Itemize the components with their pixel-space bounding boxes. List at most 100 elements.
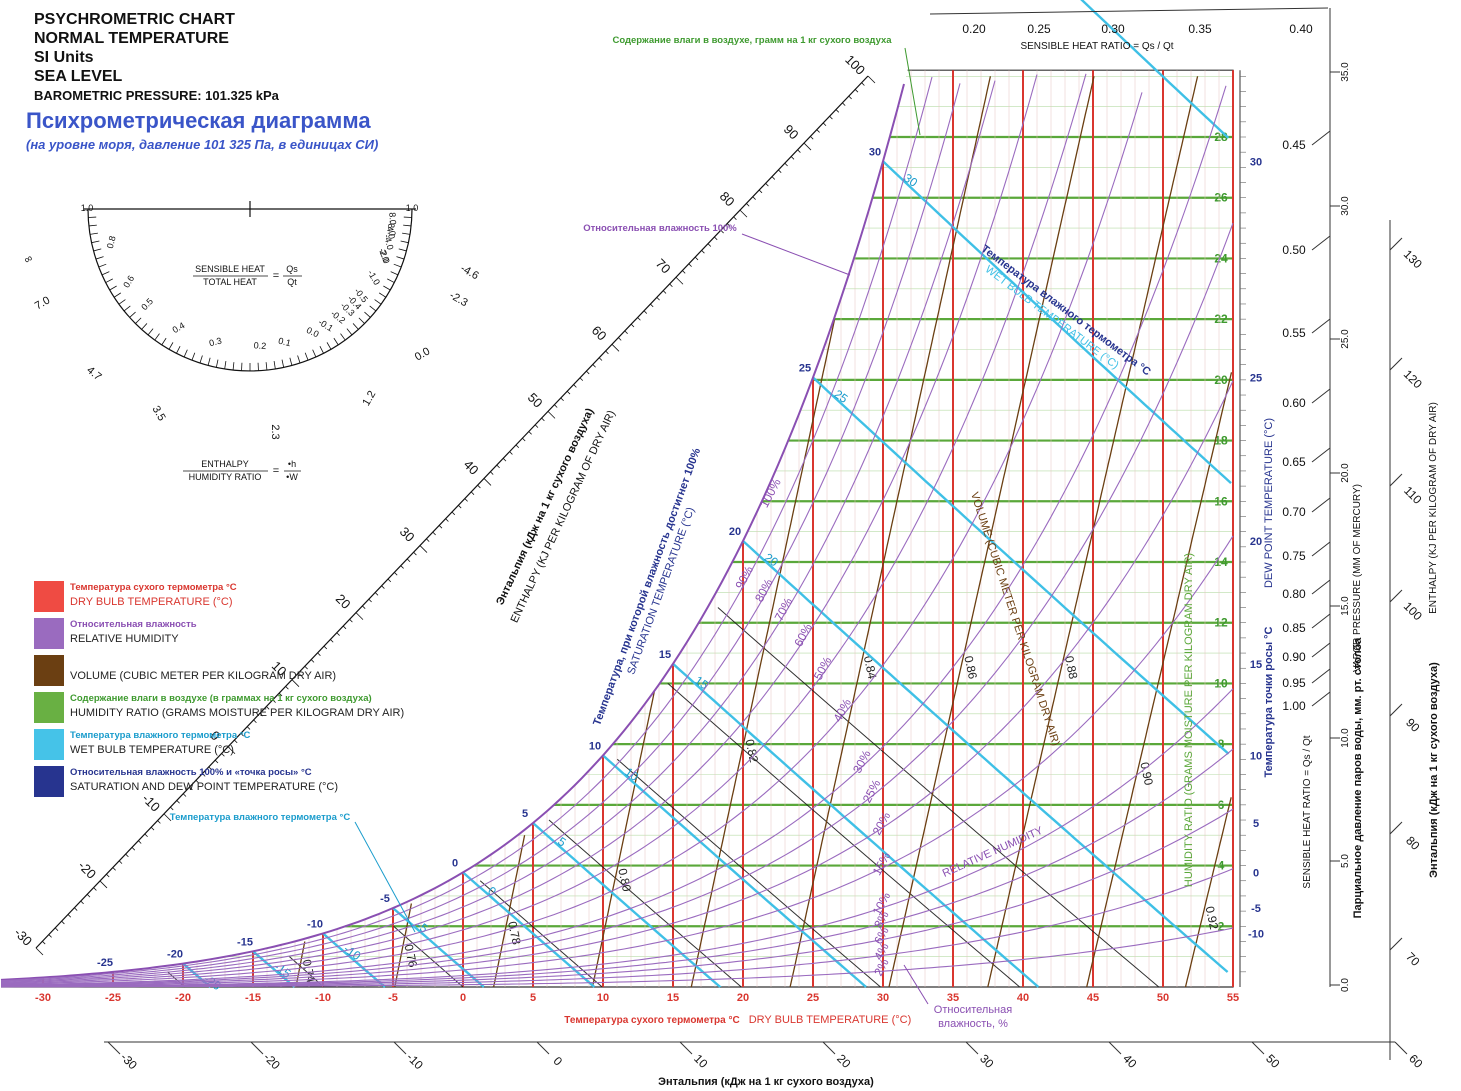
protractor-tick — [387, 278, 395, 283]
enthalpy-scale-tick — [99, 880, 108, 889]
dew-point-label: -5 — [1251, 903, 1261, 915]
enthalpy-scale-tick — [342, 625, 347, 630]
shr-top-label: 0.40 — [1289, 22, 1313, 36]
enthalpy-scale-tick — [758, 189, 763, 194]
protractor-tick — [168, 342, 174, 350]
protractor-tick — [346, 328, 353, 336]
wet-bulb-line — [1080, 0, 1230, 139]
shr-formula-text: TOTAL HEAT — [203, 277, 257, 287]
enthalpy-scale-tick — [797, 149, 801, 153]
shr-right-label: 0.75 — [1282, 549, 1306, 563]
protractor-inner-label: 4.0 — [385, 226, 397, 240]
enthalpy-right-label: 100 — [1401, 599, 1425, 623]
protractor-tick — [378, 292, 387, 298]
enthalpy-scale-tick — [80, 900, 84, 905]
enthalpy-scale-tick — [637, 317, 641, 321]
enthalpy-scale-label: 40 — [461, 457, 482, 478]
rh-label: 50% — [811, 654, 835, 682]
enthalpy-scale-tick — [138, 840, 142, 844]
wet-bulb-axis-title-ru: Температура влажного термометра °C — [979, 243, 1153, 378]
enthalpy-scale-tick — [131, 847, 136, 851]
volume-line — [492, 835, 526, 988]
dew-point-axis-title-en: DEW POINT TEMPERATURE (°C) — [1263, 418, 1275, 588]
dry-bulb-tick-label: 30 — [877, 992, 889, 1004]
humidity-ratio-label: 8 — [1218, 737, 1225, 751]
enthalpy-scale-label: -20 — [75, 858, 99, 882]
protractor-outer-label: 1.2 — [360, 389, 378, 408]
enthalpy-scale-tick — [566, 390, 571, 395]
shr-right-label: 0.60 — [1282, 396, 1306, 410]
enthalpy-right-label: 120 — [1401, 367, 1425, 391]
shr-formula-text: Qt — [287, 277, 297, 287]
protractor-tick — [141, 323, 148, 330]
shr-right-tick — [1311, 642, 1331, 658]
volume-label: 0.76 — [401, 943, 420, 969]
enthalpy-bottom-tick — [822, 1041, 836, 1055]
protractor-tick — [147, 328, 154, 336]
legend-swatch — [34, 655, 64, 686]
protractor-inner-label: 8.0 — [387, 212, 398, 225]
protractor-inner-label: 0.8 — [105, 235, 118, 250]
protractor-tick — [191, 352, 196, 361]
vapor-pressure-label: 15.0 — [1340, 596, 1351, 616]
protractor-outer-label: -4.6 — [458, 262, 480, 282]
protractor-outer-label: 3.5 — [150, 404, 168, 423]
enthalpy-scale-tick — [304, 665, 308, 670]
dry-bulb-tick-label: -20 — [175, 992, 191, 1004]
dry-bulb-tick-label: 50 — [1157, 992, 1169, 1004]
dew-point-label: 20 — [1250, 536, 1262, 548]
protractor-tick — [118, 299, 126, 305]
saturation-axis-title-ru: Температура, при которой влажность дости… — [591, 446, 703, 727]
protractor-inner-label: 0.5 — [139, 296, 155, 312]
enthalpy-line — [479, 880, 603, 988]
humidity-ratio-label: 22 — [1214, 312, 1228, 326]
enthalpy-scale-tick — [694, 256, 699, 261]
protractor-inner-label: -1.0 — [366, 268, 382, 286]
enthalpy-line — [616, 758, 881, 988]
enthalpy-scale-tick — [675, 276, 684, 285]
enthalpy-formula-text: •h — [288, 459, 296, 469]
legend-swatch — [34, 692, 64, 723]
header-line: SEA LEVEL — [34, 68, 123, 85]
saturation-temp-label: -25 — [97, 957, 113, 969]
protractor-tick — [113, 292, 122, 298]
enthalpy-scale-tick — [355, 612, 364, 620]
enthalpy-scale-tick — [822, 122, 827, 127]
volume-label: 0.84 — [861, 655, 880, 681]
enthalpy-scale-tick — [522, 437, 526, 442]
header-line: NORMAL TEMPERATURE — [34, 30, 229, 47]
enthalpy-scale-tick — [381, 585, 385, 589]
enthalpy-scale-tick — [214, 759, 219, 764]
dew-point-label: 10 — [1250, 750, 1262, 762]
relative-humidity-curve — [0, 80, 996, 983]
enthalpy-scale-tick — [502, 458, 507, 462]
protractor-tick — [398, 248, 407, 252]
shr-top-label: 0.25 — [1027, 22, 1051, 36]
enthalpy-scale-label: 60 — [589, 323, 610, 344]
protractor-tick — [374, 299, 382, 305]
protractor-tick — [400, 240, 409, 244]
protractor-tick — [358, 317, 365, 324]
protractor-tick — [297, 355, 301, 364]
enthalpy-scale-tick — [406, 558, 411, 563]
enthalpy-scale-tick — [432, 531, 436, 536]
enthalpy-scale-tick — [464, 498, 468, 502]
enthalpy-scale-tick — [477, 484, 481, 489]
protractor-tick — [98, 263, 107, 268]
enthalpy-right-tick — [1389, 703, 1403, 717]
dew-point-label: 30 — [1250, 156, 1262, 168]
protractor-inner-label: 0.4 — [171, 320, 187, 335]
protractor-tick — [105, 278, 113, 283]
shr-right-label: 0.70 — [1282, 505, 1306, 519]
enthalpy-scale-tick — [650, 303, 654, 308]
vapor-pressure-label: 10.0 — [1340, 728, 1351, 748]
rh-label: 60% — [791, 621, 815, 649]
enthalpy-right-label: 130 — [1401, 247, 1425, 271]
shr-right-tick — [1311, 541, 1331, 557]
relative-humidity-axis-title: RELATIVE HUMIDITY — [941, 824, 1046, 879]
legend-label-ru: Содержание влаги в воздухе (в граммах на… — [70, 693, 372, 704]
volume-line — [1086, 372, 1233, 988]
shr-right-label: 0.90 — [1282, 650, 1306, 664]
shr-right-label: 0.50 — [1282, 243, 1306, 257]
legend-label-en: SATURATION AND DEW POINT TEMPERATURE (°C… — [70, 781, 339, 793]
